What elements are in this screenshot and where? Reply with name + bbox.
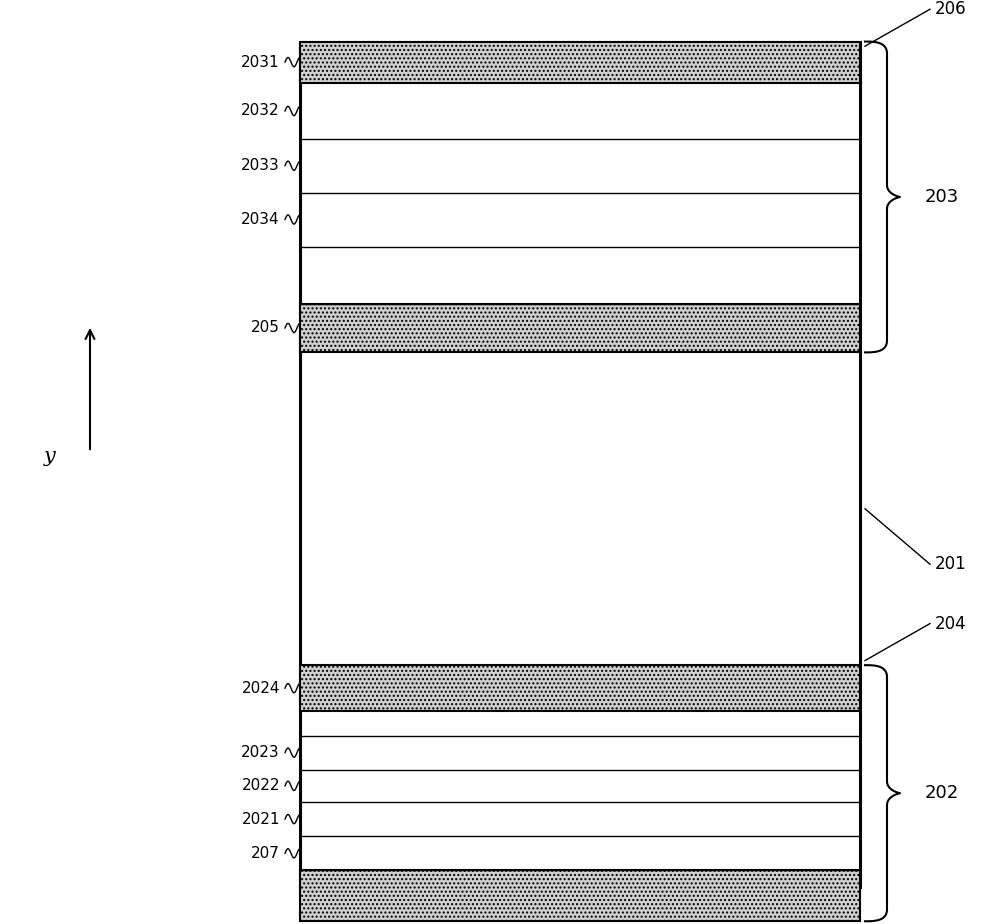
Text: 202: 202 bbox=[925, 784, 959, 802]
Bar bbox=[300, 870, 860, 921]
Text: 2024: 2024 bbox=[241, 681, 280, 696]
Text: 207: 207 bbox=[251, 845, 280, 861]
Bar bbox=[300, 665, 860, 711]
Bar bbox=[300, 303, 860, 352]
Text: 2031: 2031 bbox=[241, 55, 280, 69]
Text: 2021: 2021 bbox=[241, 811, 280, 827]
Text: 2023: 2023 bbox=[241, 745, 280, 760]
Text: 201: 201 bbox=[935, 555, 967, 573]
Text: 2032: 2032 bbox=[241, 103, 280, 118]
Text: 2033: 2033 bbox=[241, 158, 280, 173]
Text: 205: 205 bbox=[251, 321, 280, 335]
Text: 2022: 2022 bbox=[241, 778, 280, 794]
Bar bbox=[300, 42, 860, 82]
Text: 2034: 2034 bbox=[241, 212, 280, 227]
Text: 204: 204 bbox=[935, 614, 967, 633]
Text: 203: 203 bbox=[925, 188, 959, 206]
Text: 206: 206 bbox=[935, 0, 967, 18]
Text: y: y bbox=[44, 447, 56, 467]
Bar bbox=[300, 42, 860, 887]
